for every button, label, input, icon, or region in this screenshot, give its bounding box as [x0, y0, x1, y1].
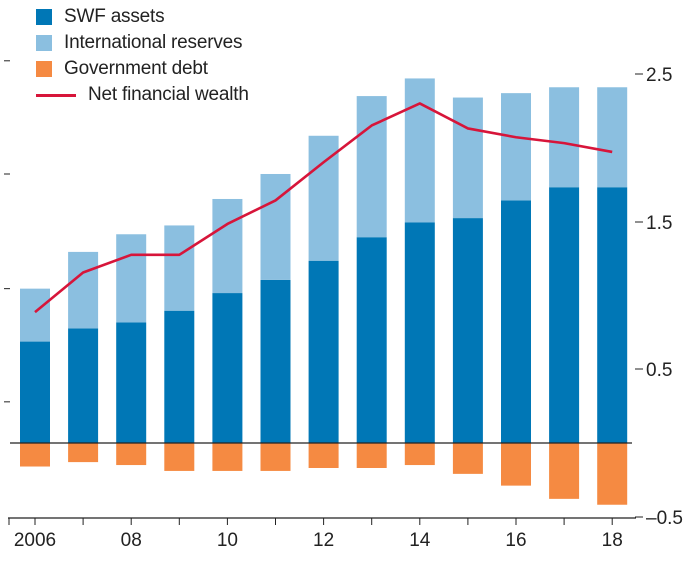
legend-item-government-debt: Government debt: [36, 56, 249, 82]
x-tick-label-2018: 18: [602, 530, 623, 551]
bar-international-reserves-2017: [549, 87, 580, 188]
bar-government-debt-2009: [164, 443, 195, 471]
bar-international-reserves-2007: [68, 251, 99, 329]
x-tick-label-2008: 08: [121, 530, 142, 551]
legend-label-swf-assets: SWF assets: [64, 6, 165, 27]
bar-swf-assets-2007: [68, 328, 99, 443]
bar-swf-assets-2008: [116, 322, 147, 443]
bar-government-debt-2017: [549, 443, 580, 499]
bar-government-debt-2006: [20, 443, 50, 467]
legend-label-international-reserves: International reserves: [64, 32, 243, 53]
bar-swf-assets-2011: [260, 279, 291, 443]
legend-swatch-swf-assets: [36, 9, 52, 25]
bar-international-reserves-2008: [116, 234, 147, 323]
bar-swf-assets-2014: [404, 222, 435, 443]
bar-swf-assets-2012: [308, 260, 339, 443]
labels-layer: 2.5 1.5 0.5 –0.5 2006 08 10 12 14 16 18: [14, 65, 683, 551]
right-axis-label-0: 2.5: [646, 65, 672, 86]
bar-swf-assets-2017: [549, 187, 580, 443]
bar-international-reserves-2014: [404, 78, 435, 223]
bar-swf-assets-2010: [212, 293, 243, 443]
legend-item-international-reserves: International reserves: [36, 30, 249, 56]
bar-swf-assets-2009: [164, 310, 195, 443]
bar-government-debt-2016: [501, 443, 531, 486]
bar-international-reserves-2015: [452, 97, 483, 219]
legend-item-swf-assets: SWF assets: [36, 4, 249, 30]
bar-international-reserves-2018: [597, 87, 628, 188]
legend: SWF assets International reserves Govern…: [36, 4, 249, 108]
bar-swf-assets-2015: [452, 218, 483, 443]
bar-swf-assets-2016: [501, 200, 531, 443]
x-tick-label-2012: 12: [313, 530, 334, 551]
x-tick-label-2010: 10: [217, 530, 238, 551]
legend-label-net-financial-wealth: Net financial wealth: [88, 84, 249, 105]
bar-international-reserves-2016: [501, 93, 531, 201]
bar-government-debt-2010: [212, 443, 243, 471]
bar-government-debt-2011: [260, 443, 291, 471]
right-axis-label-2: 0.5: [646, 360, 672, 381]
bar-swf-assets-2013: [356, 237, 387, 443]
right-axis-label-3: –0.5: [646, 508, 683, 529]
bar-government-debt-2007: [68, 443, 99, 463]
bar-swf-assets-2018: [597, 187, 628, 443]
bar-international-reserves-2012: [308, 135, 339, 261]
legend-line-net-financial-wealth: [36, 93, 76, 97]
bar-international-reserves-2013: [356, 96, 387, 238]
legend-label-government-debt: Government debt: [64, 58, 208, 79]
bar-government-debt-2008: [116, 443, 147, 466]
legend-item-net-financial-wealth: Net financial wealth: [36, 82, 249, 108]
bar-international-reserves-2006: [20, 288, 50, 342]
legend-swatch-government-debt: [36, 61, 52, 77]
x-tick-label-2006: 2006: [14, 530, 56, 551]
bar-government-debt-2012: [308, 443, 339, 468]
legend-swatch-international-reserves: [36, 35, 52, 51]
bar-international-reserves-2009: [164, 225, 195, 311]
axes-layer: [4, 60, 643, 525]
line-layer: [34, 102, 613, 314]
bar-international-reserves-2011: [260, 173, 291, 280]
bar-government-debt-2015: [452, 443, 483, 474]
bar-swf-assets-2006: [20, 341, 50, 443]
bars-layer: [20, 78, 628, 505]
bar-government-debt-2013: [356, 443, 387, 468]
x-tick-label-2016: 16: [505, 530, 526, 551]
right-axis-label-1: 1.5: [646, 213, 672, 234]
x-tick-label-2014: 14: [409, 530, 431, 551]
bar-international-reserves-2010: [212, 198, 243, 294]
bar-government-debt-2018: [597, 443, 628, 505]
bar-government-debt-2014: [404, 443, 435, 466]
